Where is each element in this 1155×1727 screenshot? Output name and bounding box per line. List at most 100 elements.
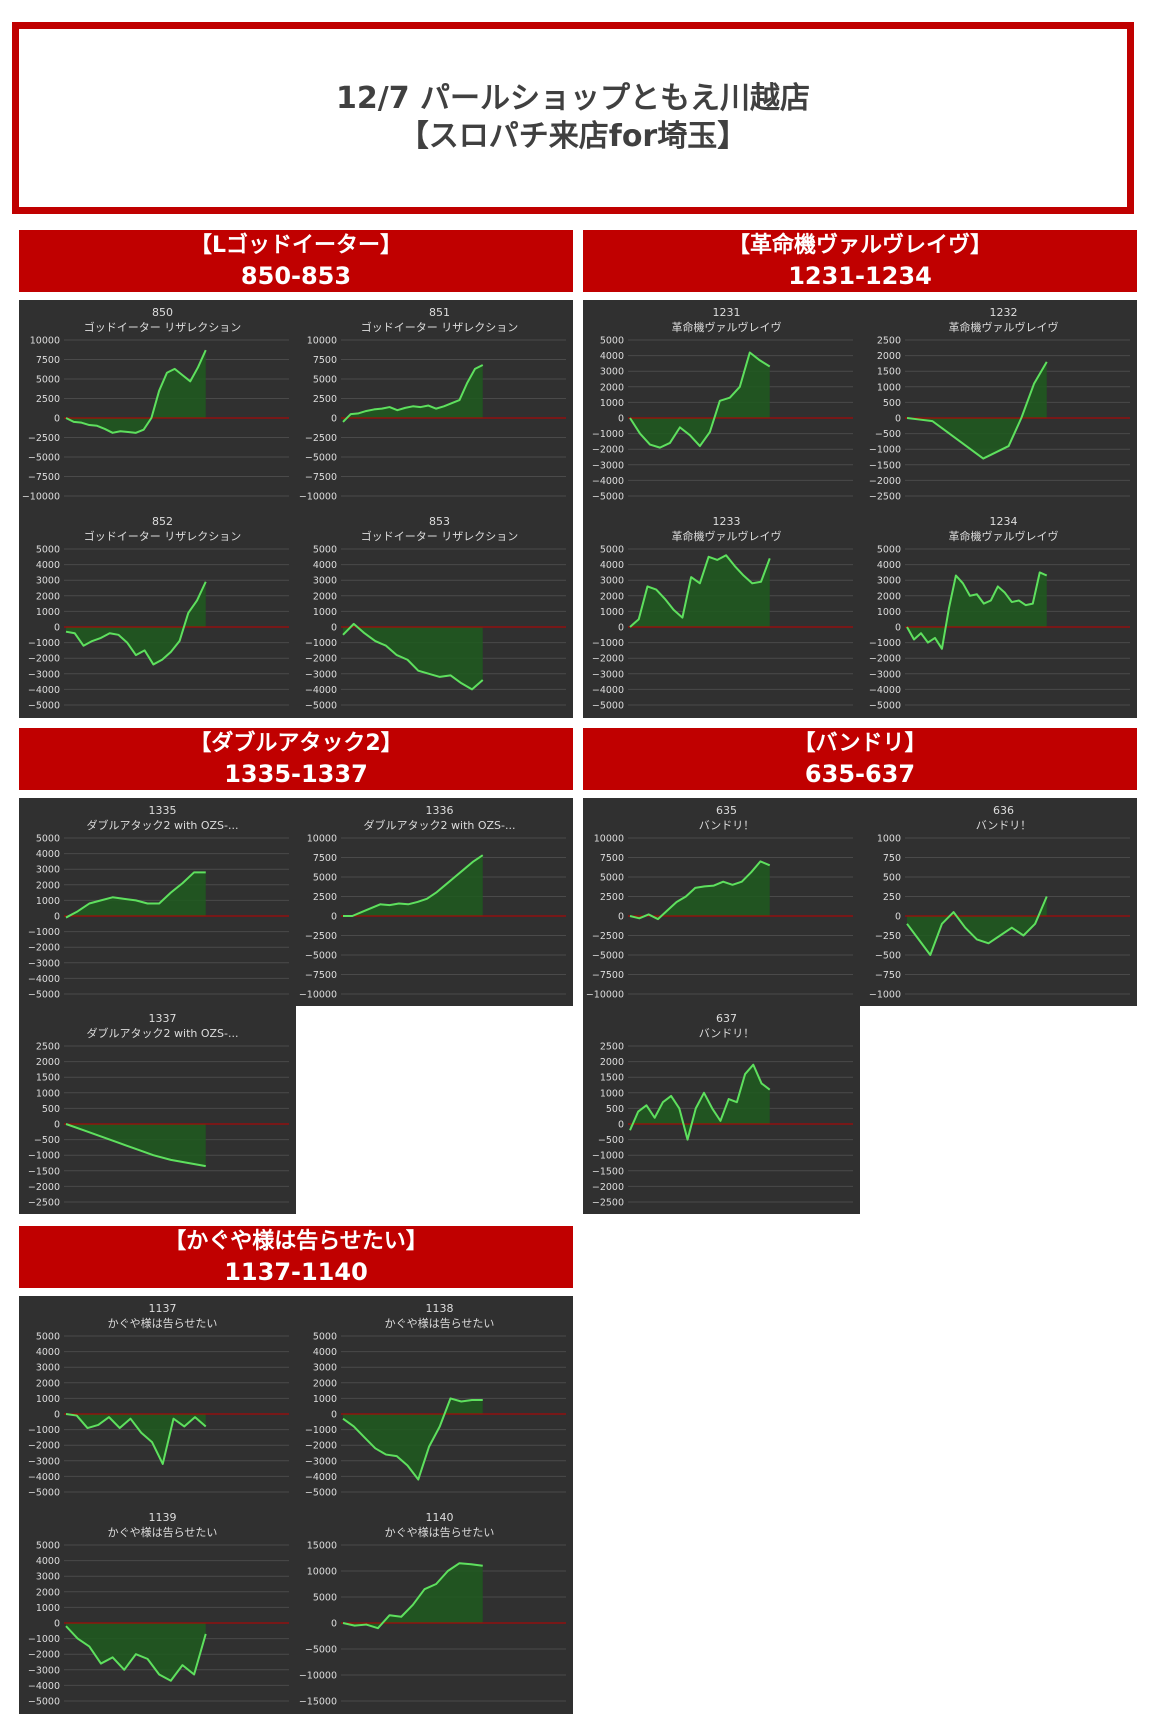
area-fill	[343, 1563, 483, 1629]
series-line	[343, 854, 484, 917]
y-tick-label: 0	[895, 623, 901, 634]
y-tick-label: −5000	[28, 1488, 60, 1499]
chart-subtitle: 革命機ヴァルヴレイヴ	[949, 320, 1059, 334]
series-line	[629, 351, 771, 449]
y-tick-label: −1000	[592, 1151, 624, 1162]
page-title-line1: 12/7 パールショップともえ川越店	[335, 81, 811, 116]
y-tick-label: −10000	[586, 990, 624, 1001]
chart-subtitle: ダブルアタック2 with OZS-...	[364, 818, 516, 832]
chart-title: 1233	[713, 515, 741, 528]
y-tick-label: −5000	[305, 701, 337, 712]
series-line	[65, 349, 207, 434]
area-fill	[343, 364, 483, 422]
chart-subtitle: ゴッドイーター リザレクション	[84, 529, 242, 543]
y-tick-label: 0	[331, 414, 337, 425]
y-tick-label: −2500	[592, 931, 624, 942]
chart-subtitle: ダブルアタック2 with OZS-...	[87, 1026, 239, 1040]
y-tick-label: 3000	[36, 1572, 60, 1583]
y-tick-label: −5000	[592, 492, 624, 503]
y-tick-label: −2000	[869, 476, 901, 487]
y-tick-label: −1000	[592, 429, 624, 440]
chart-subtitle: バンドリ！	[699, 1027, 755, 1040]
y-tick-label: 1000	[600, 607, 624, 618]
y-tick-label: 4000	[313, 560, 337, 571]
chart-title: 850	[152, 306, 173, 319]
group-name: 【革命機ヴァルヴレイヴ】	[727, 233, 992, 258]
chart-title: 1137	[149, 1302, 177, 1315]
chart-subtitle: バンドリ！	[976, 819, 1032, 832]
y-tick-label: −750	[875, 970, 901, 981]
y-tick-label: 3000	[36, 1363, 60, 1374]
y-tick-label: −2500	[305, 433, 337, 444]
y-tick-label: 250	[883, 892, 901, 903]
y-tick-label: 2000	[877, 591, 901, 602]
y-tick-label: −1000	[28, 1425, 60, 1436]
chart-title: 851	[429, 306, 450, 319]
area-fill	[343, 855, 483, 916]
y-tick-label: −2000	[592, 1182, 624, 1193]
y-tick-label: 3000	[36, 576, 60, 587]
y-tick-label: 2500	[600, 892, 624, 903]
y-tick-label: −4000	[28, 974, 60, 985]
y-tick-label: 5000	[313, 1593, 337, 1604]
y-tick-label: −500	[875, 429, 901, 440]
y-tick-label: 0	[331, 623, 337, 634]
y-tick-label: 0	[895, 414, 901, 425]
y-tick-label: 4000	[600, 560, 624, 571]
y-tick-label: −4000	[592, 476, 624, 487]
chart-subtitle: 革命機ヴァルヴレイヴ	[672, 320, 782, 334]
y-tick-label: 2000	[36, 1378, 60, 1389]
y-tick-label: −7500	[305, 970, 337, 981]
y-tick-label: 5000	[313, 1332, 337, 1343]
series-line	[65, 1625, 207, 1682]
y-tick-label: −1000	[869, 445, 901, 456]
y-tick-label: −5000	[305, 1645, 337, 1656]
y-tick-label: 0	[54, 1410, 60, 1421]
y-tick-label: −5000	[305, 1488, 337, 1499]
y-tick-label: −2000	[305, 654, 337, 665]
y-tick-label: 4000	[313, 1347, 337, 1358]
group-range: 1231-1234	[788, 262, 932, 290]
y-tick-label: 4000	[36, 849, 60, 860]
y-tick-label: 5000	[36, 545, 60, 556]
area-fill	[66, 1414, 206, 1464]
series-line	[342, 622, 484, 691]
y-tick-label: 1000	[877, 382, 901, 393]
y-tick-label: 2500	[36, 394, 60, 405]
y-tick-label: 0	[54, 414, 60, 425]
y-tick-label: −10000	[299, 990, 337, 1001]
y-tick-label: −7500	[305, 472, 337, 483]
area-fill	[343, 1398, 483, 1480]
group-banner-valvrave: 【革命機ヴァルヴレイヴ】 1231-1234	[583, 230, 1137, 292]
y-tick-label: −4000	[28, 1472, 60, 1483]
chart-subtitle: ゴッドイーター リザレクション	[84, 320, 242, 334]
series-line	[629, 860, 771, 921]
y-tick-label: 2500	[313, 394, 337, 405]
y-tick-label: 5000	[313, 545, 337, 556]
y-tick-label: 3000	[600, 367, 624, 378]
y-tick-label: −10000	[299, 1671, 337, 1682]
group-banner-kaguya: 【かぐや様は告らせたい】 1137-1140	[19, 1226, 573, 1288]
y-tick-label: 1000	[36, 1088, 60, 1099]
y-tick-label: −4000	[592, 685, 624, 696]
y-tick-label: 5000	[36, 1541, 60, 1552]
y-tick-label: −2000	[28, 1441, 60, 1452]
y-tick-label: 10000	[307, 336, 337, 347]
y-tick-label: 5000	[600, 545, 624, 556]
chart-635: 635 バンドリ！ 10000 7500 5000 2500 0 −2500 −5000 −750…	[586, 804, 853, 1001]
y-tick-label: −500	[34, 1135, 60, 1146]
y-tick-label: 5000	[36, 375, 60, 386]
group-name: 【かぐや様は告らせたい】	[164, 1229, 428, 1254]
y-tick-label: 5000	[877, 545, 901, 556]
y-tick-label: −7500	[592, 970, 624, 981]
group-name: 【ダブルアタック2】	[189, 731, 403, 756]
series-line	[342, 1562, 483, 1630]
y-tick-label: −2000	[869, 654, 901, 665]
page-title-box: 12/7 パールショップともえ川越店 【スロパチ来店for埼玉】	[12, 22, 1134, 214]
y-tick-label: 1000	[313, 1394, 337, 1405]
